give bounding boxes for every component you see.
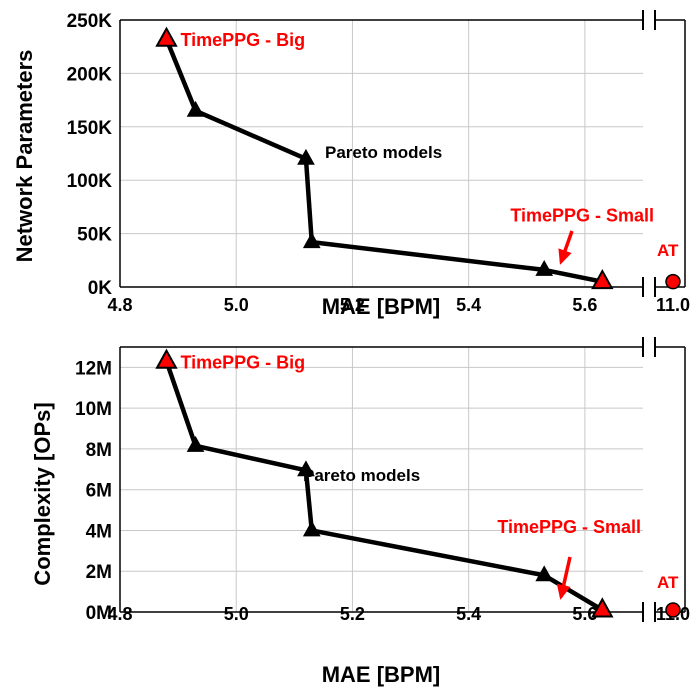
params-x-axis-label: MAE [BPM]: [322, 294, 441, 319]
complexity-y-tick-label: 6M: [86, 481, 112, 502]
params-axes: [119, 10, 686, 297]
complexity-y-tick-label: 4M: [86, 521, 112, 542]
complexity-at-label: AT: [657, 573, 679, 592]
complexity-x-ticks: 4.85.05.25.45.611.0: [107, 604, 690, 624]
complexity-highlight-point: [591, 597, 614, 618]
complexity-y-axis-label: Complexity [OPs]: [30, 402, 55, 585]
params-y-tick-label: 150K: [67, 118, 113, 139]
params-highlight-point: [591, 268, 614, 290]
complexity-pareto-point: [302, 520, 321, 537]
params-annotation-pareto: Pareto models: [325, 143, 442, 162]
params-annotation-big: TimePPG - Big: [180, 30, 305, 50]
complexity-pareto-point: [535, 565, 554, 582]
params-chart-panel: 4.8 5.0 5.2 5.4 5.6 11.0 0K 50K 100K 150K 200K 250…: [12, 10, 690, 319]
complexity-axes: [119, 337, 686, 622]
params-highlight-point: [155, 26, 178, 47]
params-x-tick-label: 5.0: [224, 295, 249, 315]
complexity-y-tick-label: 10M: [75, 399, 112, 420]
params-y-tick-label: 100K: [67, 171, 113, 192]
params-annotations: AT TimePPG - Big TimePPG - Small Pareto mod…: [180, 30, 679, 265]
complexity-y-tick-label: 12M: [75, 358, 112, 379]
complexity-annotation-big: TimePPG - Big: [180, 352, 305, 372]
params-x-tick-label-break: 11.0: [656, 295, 690, 315]
complexity-x-tick-label: 5.4: [456, 604, 481, 624]
params-x-tick-label: 5.4: [456, 295, 481, 315]
complexity-pareto-point: [186, 435, 205, 452]
complexity-y-ticks: 0M 2M 4M 6M 8M 10M 12M: [75, 358, 112, 624]
complexity-x-tick-label: 5.0: [224, 604, 249, 624]
params-arrow-head: [558, 248, 572, 265]
params-pareto-point: [302, 232, 321, 249]
complexity-arrow-head: [556, 583, 571, 600]
complexity-x-tick-label: 5.6: [572, 604, 597, 624]
complexity-x-tick-label: 5.2: [340, 604, 365, 624]
complexity-annotation-small: TimePPG - Small: [497, 517, 641, 537]
complexity-highlight-point: [155, 348, 178, 369]
params-series: [155, 26, 681, 290]
params-y-tick-label: 0K: [88, 278, 113, 299]
params-y-ticks: 0K 50K 100K 150K 200K 250K: [67, 11, 113, 299]
params-y-axis-label: Network Parameters: [12, 50, 37, 263]
complexity-pareto-point: [297, 460, 315, 477]
complexity-y-tick-label: 8M: [86, 440, 112, 461]
params-pareto-point: [535, 259, 554, 276]
params-y-tick-label: 50K: [77, 225, 112, 246]
params-pareto-point: [186, 100, 205, 117]
complexity-at-point: [665, 602, 681, 618]
params-at-label: AT: [657, 241, 679, 260]
complexity-y-tick-label: 2M: [86, 562, 112, 583]
params-x-ticks: 4.8 5.0 5.2 5.4 5.6 11.0: [107, 295, 690, 315]
params-x-tick-label: 5.2: [340, 295, 365, 315]
complexity-series: [155, 348, 681, 618]
params-annotation-small: TimePPG - Small: [510, 206, 654, 226]
params-x-tick-label: 5.6: [572, 295, 597, 315]
complexity-y-tick-label: 0M: [86, 603, 112, 624]
params-x-tick-label: 4.8: [107, 295, 132, 315]
params-pareto-point: [297, 148, 315, 165]
complexity-annotations: AT TimePPG - Big TimePPG - Small Pareto mod…: [180, 352, 679, 600]
params-pareto-line: [164, 38, 603, 284]
complexity-x-tick-label: 4.8: [107, 604, 132, 624]
params-at-point: [665, 273, 681, 290]
params-y-tick-label: 250K: [67, 11, 113, 32]
complexity-annotation-pareto: Pareto models: [303, 466, 420, 485]
complexity-x-axis-label: MAE [BPM]: [322, 662, 441, 687]
complexity-pareto-line: [164, 360, 604, 612]
params-y-tick-label: 200K: [67, 64, 113, 85]
